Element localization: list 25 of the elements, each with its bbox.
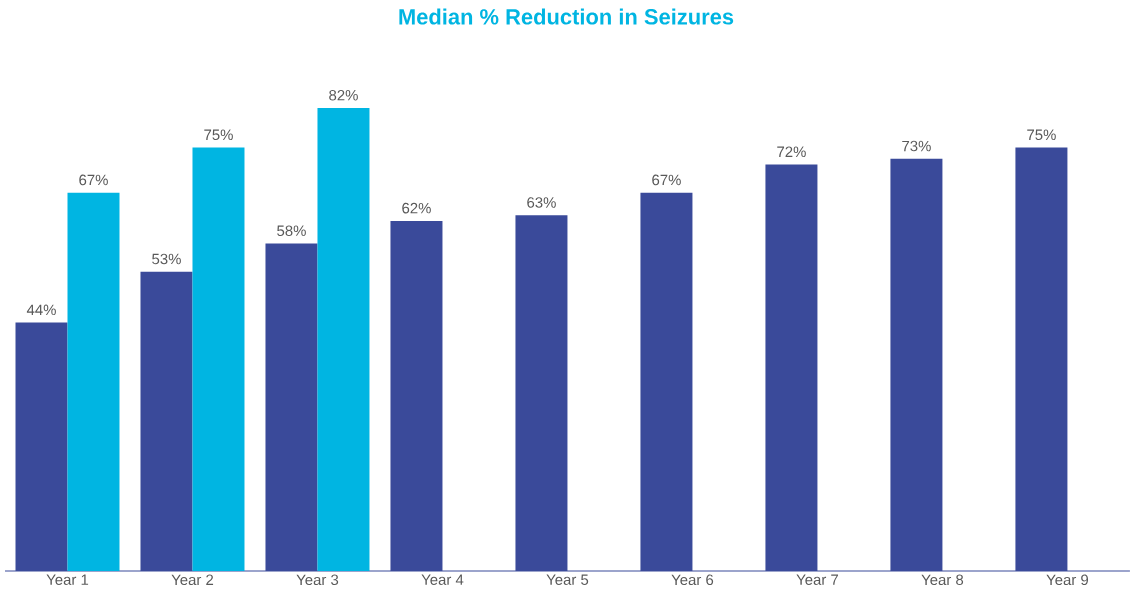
data-label: 82% xyxy=(329,89,358,101)
data-label: 44% xyxy=(26,304,56,316)
x-tick-label: Year 5 xyxy=(546,574,589,585)
data-label: 72% xyxy=(777,146,806,157)
bar xyxy=(67,192,120,571)
data-label: 63% xyxy=(527,197,556,208)
bar xyxy=(317,108,370,571)
data-label: 67% xyxy=(652,174,681,186)
data-label: 62% xyxy=(402,202,431,214)
x-tick-label: Year 9 xyxy=(1046,574,1089,586)
data-label: 53% xyxy=(152,253,181,265)
data-label: 73% xyxy=(902,140,931,152)
x-tick-label: Year 6 xyxy=(671,574,714,586)
data-label: 75% xyxy=(204,129,233,141)
data-label: 67% xyxy=(79,174,108,186)
x-tick-label: Year 3 xyxy=(296,574,339,586)
x-tick-label: Year 8 xyxy=(921,574,964,586)
x-tick-label: Year 7 xyxy=(796,574,839,585)
bar xyxy=(192,147,245,571)
chart-title: Median % Reduction in Seizures xyxy=(399,8,734,25)
x-tick-label: Year 4 xyxy=(421,574,464,585)
x-tick-label: Year 1 xyxy=(46,574,89,585)
x-tick-label: Year 2 xyxy=(171,574,214,586)
data-label: 75% xyxy=(1027,129,1056,141)
data-label: 58% xyxy=(277,225,306,236)
